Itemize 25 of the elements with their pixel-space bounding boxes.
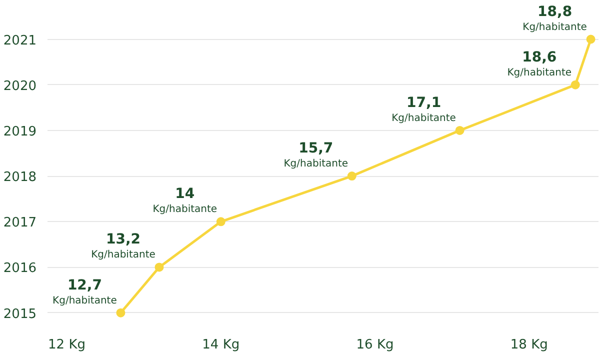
x-tick-label: 16 Kg	[356, 338, 394, 352]
point	[116, 308, 126, 318]
x-tick-label: 14 Kg	[202, 338, 240, 352]
data-label: 14 Kg/habitante	[152, 186, 218, 216]
point	[455, 126, 464, 135]
x-tick-label: 18 Kg	[510, 338, 548, 352]
data-label: 18,8 Kg/habitante	[522, 4, 587, 33]
y-tick-label: 2016	[3, 261, 37, 276]
point	[154, 262, 164, 272]
y-tick-label: 2021	[3, 33, 37, 48]
point	[216, 217, 226, 226]
data-label: 15,7 Kg/habitante	[284, 140, 348, 170]
point	[570, 80, 580, 90]
y-tick-label: 2017	[3, 216, 37, 231]
data-label: 18,6 Kg/habitante	[507, 49, 572, 78]
point	[347, 172, 356, 181]
data-label: 13,2 Kg/habitante	[91, 232, 156, 261]
point	[586, 34, 596, 44]
x-tick-label: 12 Kg	[48, 338, 86, 352]
data-label: 12,7 Kg/habitante	[52, 277, 117, 306]
y-tick-label: 2018	[3, 170, 37, 186]
data-label: 17,1 Kg/habitante	[392, 94, 456, 124]
y-tick-label: 2020	[3, 78, 37, 94]
y-tick-label: 2015	[3, 306, 37, 322]
y-tick-label: 2019	[3, 124, 37, 140]
